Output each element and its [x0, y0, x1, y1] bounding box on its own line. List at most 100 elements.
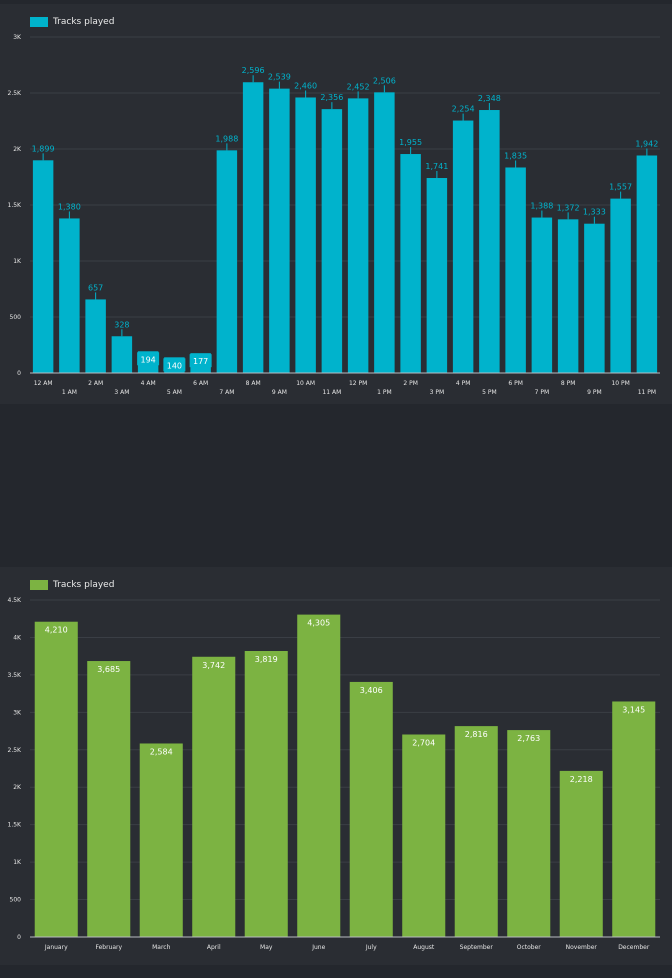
- data-label: 1,333: [583, 208, 606, 217]
- data-label: 2,704: [412, 739, 435, 748]
- bar[interactable]: [32, 160, 54, 373]
- data-label: 1,741: [425, 162, 448, 171]
- bar[interactable]: [426, 178, 448, 373]
- x-tick-label: 7 PM: [535, 389, 550, 396]
- empty-space: [0, 404, 672, 567]
- data-label: 2,452: [347, 82, 370, 91]
- bar[interactable]: [295, 97, 316, 373]
- data-label: 2,539: [268, 73, 291, 82]
- legend-label: Tracks played: [53, 580, 115, 590]
- data-label: 3,406: [360, 686, 383, 695]
- data-label: 657: [88, 283, 103, 292]
- x-tick-label: 6 PM: [508, 380, 523, 387]
- bar[interactable]: [85, 299, 106, 373]
- bar[interactable]: [454, 726, 498, 937]
- data-label: 2,584: [150, 747, 173, 756]
- x-tick-label: 5 AM: [167, 389, 182, 396]
- data-label: 4,210: [45, 626, 68, 635]
- bar[interactable]: [452, 120, 474, 373]
- y-tick-label: 1.5K: [8, 822, 23, 829]
- bar[interactable]: [59, 218, 80, 373]
- bar[interactable]: [111, 336, 133, 373]
- bar[interactable]: [34, 621, 78, 937]
- x-tick-label: 8 PM: [561, 380, 576, 387]
- bar[interactable]: [402, 734, 446, 937]
- bar[interactable]: [507, 730, 551, 937]
- bar[interactable]: [557, 219, 579, 373]
- data-label: 4,305: [307, 619, 330, 628]
- monthly-chart-panel: Tracks played 0 500 1K 1.5K 2K 2.5K 3K 3.5K 4K 4.…: [0, 567, 672, 965]
- data-label: 140: [167, 361, 182, 370]
- bar[interactable]: [242, 82, 264, 374]
- y-tick-label: 2K: [13, 146, 22, 153]
- data-label: 328: [114, 320, 129, 329]
- bar[interactable]: [192, 656, 236, 937]
- monthly-chart: 0 500 1K 1.5K 2K 2.5K 3K 3.5K 4K 4.5K 4,210 January…: [8, 597, 660, 951]
- bar[interactable]: [216, 150, 238, 373]
- data-label: 1,380: [58, 202, 81, 211]
- x-tick-label: 1 PM: [377, 389, 392, 396]
- bottom-strip: [0, 965, 672, 978]
- bar[interactable]: [244, 650, 288, 937]
- data-label: 2,506: [373, 76, 396, 85]
- data-label-bg: [163, 358, 186, 372]
- y-tick-label: 0: [17, 934, 21, 941]
- bar[interactable]: [610, 198, 631, 373]
- y-tick-label: 0: [17, 370, 21, 377]
- data-label: 2,356: [320, 93, 343, 102]
- bar[interactable]: [612, 701, 656, 937]
- y-tick-label: 1K: [13, 859, 22, 866]
- hourly-legend[interactable]: Tracks played: [30, 17, 114, 27]
- x-tick-label: December: [618, 944, 650, 951]
- x-tick-label: 10 PM: [611, 380, 629, 387]
- x-tick-label: 9 AM: [272, 389, 287, 396]
- data-label: 194: [140, 355, 155, 364]
- x-tick-label: June: [311, 944, 325, 951]
- monthly-legend[interactable]: Tracks played: [30, 580, 114, 590]
- x-tick-label: September: [460, 944, 494, 951]
- bar[interactable]: [347, 98, 369, 373]
- y-tick-label: 2K: [13, 784, 22, 791]
- data-label-bg: [189, 354, 212, 368]
- x-tick-label: 2 AM: [88, 380, 103, 387]
- data-label: 177: [193, 357, 208, 366]
- bar[interactable]: [505, 167, 526, 373]
- x-tick-label: 3 AM: [114, 389, 129, 396]
- x-tick-label: April: [207, 944, 221, 951]
- y-tick-label: 4.5K: [8, 597, 23, 604]
- x-tick-label: January: [44, 944, 68, 951]
- y-tick-label: 2.5K: [8, 747, 23, 754]
- x-tick-label: 11 PM: [638, 389, 656, 396]
- bar[interactable]: [584, 223, 605, 373]
- bar[interactable]: [374, 92, 395, 373]
- data-label: 1,557: [609, 183, 632, 192]
- x-tick-label: 2 PM: [403, 380, 418, 387]
- bar[interactable]: [636, 155, 658, 373]
- bar[interactable]: [87, 661, 131, 937]
- bar[interactable]: [269, 88, 290, 373]
- bar[interactable]: [559, 770, 603, 937]
- x-tick-label: 4 PM: [456, 380, 471, 387]
- bar[interactable]: [139, 743, 183, 937]
- y-tick-label: 1K: [13, 258, 22, 265]
- data-label: 2,763: [517, 734, 540, 743]
- bar[interactable]: [321, 109, 343, 374]
- data-label: 3,819: [255, 655, 278, 664]
- legend-label: Tracks played: [53, 17, 115, 27]
- bar[interactable]: [531, 217, 553, 373]
- x-tick-label: February: [95, 944, 122, 951]
- bar[interactable]: [297, 614, 341, 937]
- x-tick-label: 4 AM: [141, 380, 156, 387]
- data-label: 1,942: [635, 139, 658, 148]
- bar[interactable]: [349, 681, 393, 937]
- data-label: 2,348: [478, 94, 501, 103]
- y-tick-label: 3.5K: [8, 672, 23, 679]
- y-tick-label: 4K: [13, 634, 22, 641]
- data-label: 2,254: [452, 105, 475, 114]
- x-tick-label: August: [413, 944, 435, 951]
- bar[interactable]: [479, 110, 500, 374]
- x-tick-label: March: [152, 944, 170, 951]
- x-tick-label: May: [260, 944, 273, 951]
- data-label: 1,988: [215, 134, 238, 143]
- bar[interactable]: [400, 154, 421, 373]
